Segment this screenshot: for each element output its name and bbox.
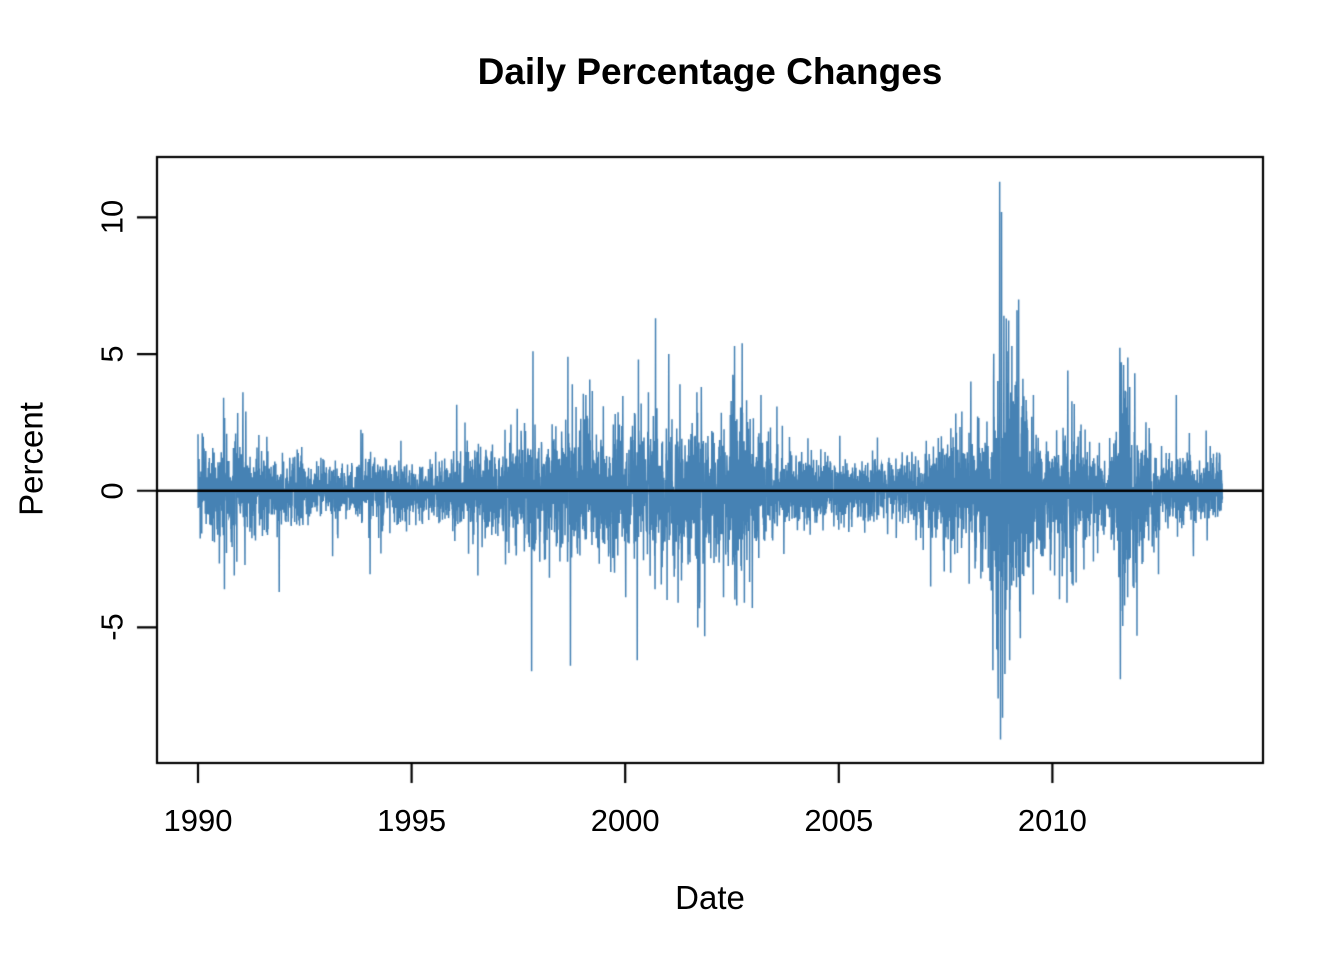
y-tick-label: -5 [94,613,130,642]
y-axis-label: Percent [12,402,50,516]
x-tick-label: 1995 [377,803,447,838]
chart-title: Daily Percentage Changes [477,51,943,92]
x-tick-label: 2005 [804,803,874,838]
x-tick-label: 2000 [590,803,660,838]
y-tick-label: 10 [94,200,130,235]
x-tick-label: 1990 [163,803,233,838]
y-tick-label: 5 [94,345,130,363]
x-tick-label: 2010 [1017,803,1087,838]
y-tick-label: 0 [94,482,130,500]
x-axis-label: Date [675,879,745,916]
